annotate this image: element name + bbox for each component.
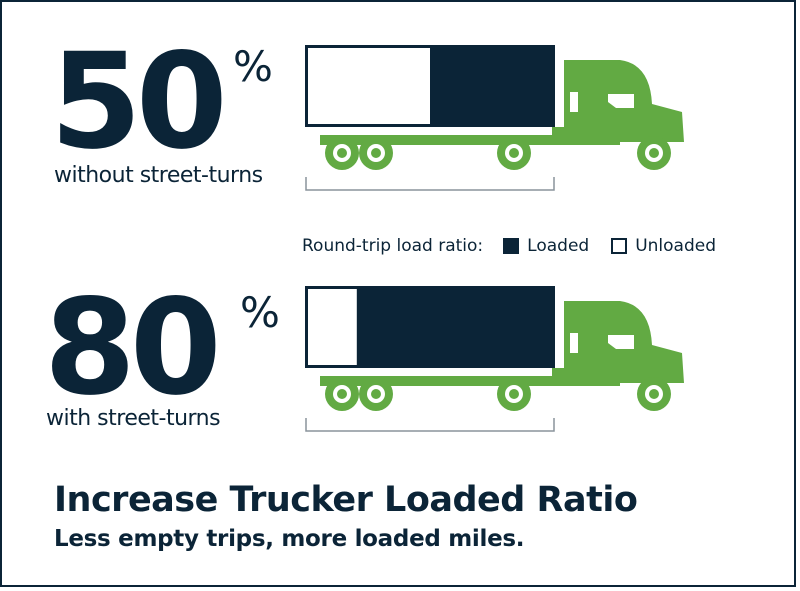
legend-title: Round-trip load ratio: bbox=[302, 236, 484, 256]
subheadline: Less empty trips, more loaded miles. bbox=[54, 526, 525, 552]
cab-handle bbox=[570, 333, 578, 353]
legend-swatch-loaded bbox=[503, 238, 520, 254]
chassis-rail bbox=[320, 376, 620, 386]
trailer-bracket bbox=[305, 177, 555, 191]
headline: Increase Trucker Loaded Ratio bbox=[54, 480, 638, 520]
semi-truck-icon bbox=[305, 286, 684, 432]
wheel-center bbox=[649, 148, 659, 158]
percent-sign: % bbox=[240, 288, 280, 337]
legend-label-loaded: Loaded bbox=[527, 236, 590, 256]
cab-handle bbox=[570, 92, 578, 112]
wheel-center bbox=[371, 148, 381, 158]
trailer-unloaded-portion bbox=[308, 289, 357, 365]
caption-with-street-turns: with street-turns bbox=[46, 406, 221, 431]
wheel-center bbox=[509, 389, 519, 399]
legend-swatch-unloaded bbox=[611, 238, 628, 254]
chassis-rail bbox=[320, 135, 620, 145]
legend: Round-trip load ratio: Loaded Unloaded bbox=[302, 234, 716, 258]
semi-truck-icon bbox=[305, 45, 684, 191]
percent-sign: % bbox=[233, 42, 273, 91]
wheel-center bbox=[371, 389, 381, 399]
legend-label-unloaded: Unloaded bbox=[635, 236, 717, 256]
cab-window bbox=[608, 335, 634, 349]
trailer-unloaded-portion bbox=[308, 48, 430, 124]
wheel-center bbox=[509, 148, 519, 158]
caption-without-street-turns: without street-turns bbox=[54, 163, 263, 188]
wheel-center bbox=[337, 148, 347, 158]
cab-window bbox=[608, 94, 634, 108]
wheel-center bbox=[649, 389, 659, 399]
stat-value-with-street-turns: 80 bbox=[44, 271, 222, 425]
trailer-bracket bbox=[305, 418, 555, 432]
stat-value-without-street-turns: 50 bbox=[50, 25, 228, 179]
wheel-center bbox=[337, 389, 347, 399]
